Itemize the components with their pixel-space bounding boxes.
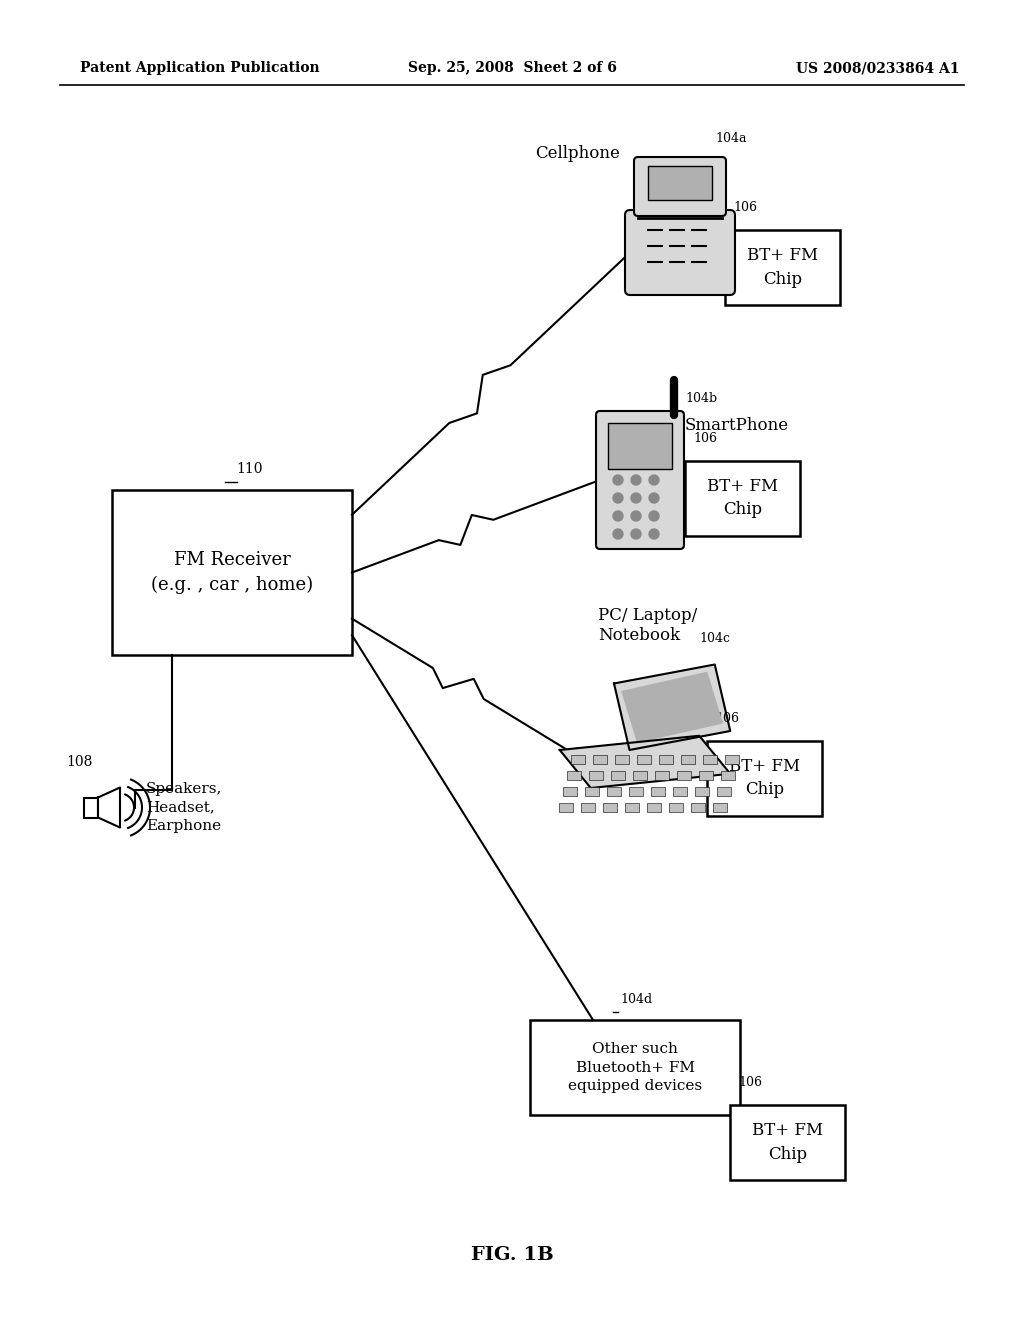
Text: PC/ Laptop/
Notebook: PC/ Laptop/ Notebook	[598, 607, 697, 644]
Bar	[602, 803, 616, 812]
Text: FM Receiver
(e.g. , car , home): FM Receiver (e.g. , car , home)	[151, 550, 313, 594]
Text: Other such
Bluetooth+ FM
equipped devices: Other such Bluetooth+ FM equipped device…	[568, 1041, 702, 1093]
Text: 104b: 104b	[685, 392, 717, 405]
Bar	[629, 787, 643, 796]
Bar	[669, 803, 683, 812]
Bar	[562, 787, 577, 796]
Bar	[725, 230, 840, 305]
Text: SmartPhone: SmartPhone	[685, 417, 790, 433]
Circle shape	[649, 529, 659, 539]
Circle shape	[631, 529, 641, 539]
Bar	[646, 803, 660, 812]
Bar	[730, 1105, 845, 1180]
Polygon shape	[560, 735, 730, 788]
Text: BT+ FM
Chip: BT+ FM Chip	[752, 1122, 823, 1163]
Text: FIG. 1B: FIG. 1B	[471, 1246, 553, 1265]
Bar	[650, 787, 665, 796]
Circle shape	[631, 511, 641, 521]
Text: Patent Application Publication: Patent Application Publication	[80, 61, 319, 75]
Bar	[530, 1020, 740, 1115]
Text: 108: 108	[66, 755, 92, 770]
Bar	[633, 771, 646, 780]
Circle shape	[649, 475, 659, 484]
Circle shape	[649, 492, 659, 503]
FancyBboxPatch shape	[596, 411, 684, 549]
Bar	[606, 787, 621, 796]
Bar	[566, 771, 581, 780]
Text: BT+ FM
Chip: BT+ FM Chip	[707, 478, 778, 519]
Bar	[698, 771, 713, 780]
Text: BT+ FM
Chip: BT+ FM Chip	[729, 758, 800, 799]
Bar	[673, 787, 687, 796]
Bar	[581, 803, 595, 812]
Text: 106: 106	[693, 432, 717, 445]
Circle shape	[631, 475, 641, 484]
FancyBboxPatch shape	[634, 157, 726, 216]
Bar	[713, 803, 727, 812]
Bar	[690, 803, 705, 812]
Bar	[559, 803, 572, 812]
Bar	[725, 755, 738, 764]
Bar	[677, 771, 690, 780]
Text: Speakers,
Headset,
Earphone: Speakers, Headset, Earphone	[146, 781, 222, 833]
Bar	[112, 490, 352, 655]
Bar	[84, 797, 98, 817]
Text: 110: 110	[237, 462, 263, 477]
Bar	[585, 787, 599, 796]
Bar	[589, 771, 602, 780]
Bar	[625, 803, 639, 812]
Polygon shape	[622, 672, 722, 742]
Bar	[610, 771, 625, 780]
Bar	[648, 166, 712, 201]
Circle shape	[613, 475, 623, 484]
Polygon shape	[614, 664, 730, 750]
Bar	[608, 422, 672, 469]
Text: 104c: 104c	[699, 631, 730, 644]
Bar	[694, 787, 709, 796]
Bar	[681, 755, 694, 764]
Text: BT+ FM
Chip: BT+ FM Chip	[746, 247, 818, 288]
Circle shape	[649, 511, 659, 521]
Bar	[717, 787, 730, 796]
Circle shape	[613, 511, 623, 521]
Circle shape	[613, 529, 623, 539]
Text: 106: 106	[733, 201, 757, 214]
Bar	[654, 771, 669, 780]
Polygon shape	[98, 788, 120, 828]
Circle shape	[631, 492, 641, 503]
Text: 104d: 104d	[620, 993, 652, 1006]
Text: 106: 106	[738, 1076, 762, 1089]
Text: Cellphone: Cellphone	[536, 144, 620, 161]
Bar	[707, 741, 822, 816]
Bar	[702, 755, 717, 764]
Bar	[721, 771, 734, 780]
Bar	[685, 461, 800, 536]
FancyBboxPatch shape	[625, 210, 735, 294]
Bar	[593, 755, 606, 764]
Text: US 2008/0233864 A1: US 2008/0233864 A1	[797, 61, 961, 75]
Text: 106: 106	[715, 711, 739, 725]
Bar	[570, 755, 585, 764]
Circle shape	[613, 492, 623, 503]
Bar	[658, 755, 673, 764]
Text: 104a: 104a	[715, 132, 746, 145]
Bar	[637, 755, 650, 764]
Bar	[614, 755, 629, 764]
Text: Sep. 25, 2008  Sheet 2 of 6: Sep. 25, 2008 Sheet 2 of 6	[408, 61, 616, 75]
